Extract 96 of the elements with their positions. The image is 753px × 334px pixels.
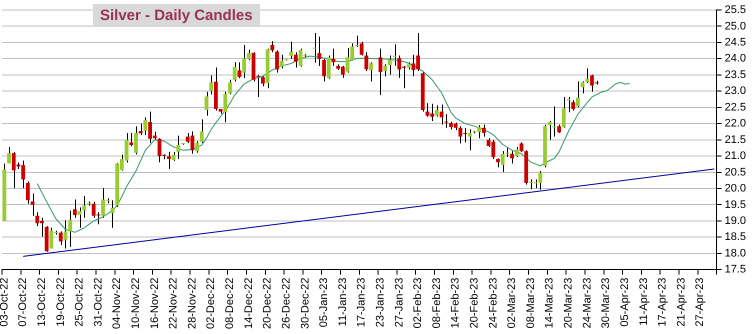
x-tick-label: 22-Nov-22 xyxy=(168,278,180,329)
candlestick xyxy=(200,118,204,144)
candlestick xyxy=(378,48,382,96)
candlestick xyxy=(482,124,486,138)
y-tick-label: 23.5 xyxy=(724,68,746,81)
candlestick xyxy=(369,62,373,82)
candlestick xyxy=(275,50,279,74)
y-tick-label: 19.5 xyxy=(724,198,746,211)
x-tick-label: 17-Apr-23 xyxy=(656,278,669,327)
x-tick-label: 16-Nov-22 xyxy=(148,278,161,329)
x-tick-label: 02-Feb-23 xyxy=(412,278,424,328)
candlestick xyxy=(434,104,439,118)
x-tick-label: 24-Mar-23 xyxy=(581,278,594,328)
y-tick-label: 21.5 xyxy=(724,134,746,146)
y-tick-label: 20.5 xyxy=(724,166,746,178)
y-tick-label: 25.0 xyxy=(724,20,746,32)
x-tick-label: 21-Apr-23 xyxy=(675,278,688,327)
x-tick-label: 14-Feb-23 xyxy=(450,278,462,328)
x-tick-label: 08-Mar-23 xyxy=(524,278,537,328)
candlestick xyxy=(332,48,336,66)
x-tick-label: 11-Jan-23 xyxy=(336,278,349,326)
candlestick xyxy=(110,200,114,228)
candlestick xyxy=(64,220,68,250)
candlestick xyxy=(166,151,171,170)
candlestick xyxy=(195,140,199,154)
x-tick-label: 08-Dec-22 xyxy=(224,278,236,329)
candlestick xyxy=(326,54,331,80)
x-tick-label: 27-Jan-23 xyxy=(393,278,406,328)
chart-title: Silver - Daily Candles xyxy=(93,4,260,27)
x-tick-label: 14-Mar-23 xyxy=(544,278,556,328)
candlestick xyxy=(68,210,72,248)
candlestick xyxy=(571,100,576,112)
candlestick xyxy=(134,126,138,155)
candlestick xyxy=(129,132,134,147)
candlestick xyxy=(176,135,180,160)
candlestick xyxy=(312,32,317,64)
candlestick xyxy=(510,150,514,164)
x-tick-label: 17-Jan-23 xyxy=(356,278,368,328)
y-tick-label: 25.5 xyxy=(724,4,746,16)
candlestick xyxy=(317,36,322,66)
candlestick xyxy=(322,58,326,82)
candlestick xyxy=(58,230,63,246)
x-tick-label: 14-Dec-22 xyxy=(242,278,255,329)
candlestick xyxy=(143,116,148,136)
candlestick xyxy=(7,146,11,164)
candlestick xyxy=(514,146,519,158)
x-tick-label: 02-Mar-23 xyxy=(506,278,518,328)
candlestick xyxy=(355,35,359,48)
x-tick-label: 27-Apr-23 xyxy=(694,278,706,327)
x-tick-label: 28-Nov-22 xyxy=(186,278,198,329)
y-tick-label: 18.0 xyxy=(724,247,746,260)
y-tick-label: 22.0 xyxy=(724,118,746,130)
x-tick-label: 26-Dec-22 xyxy=(280,278,292,329)
candlestick xyxy=(552,106,556,138)
candlestick xyxy=(238,62,242,79)
y-tick-label: 19.0 xyxy=(724,214,746,227)
x-tick-label: 04-Nov-22 xyxy=(111,278,124,329)
candlestick xyxy=(496,158,500,168)
candlestick xyxy=(72,199,77,218)
x-tick-label: 24-Feb-23 xyxy=(487,278,500,328)
candlestick xyxy=(242,44,246,79)
x-tick-label: 03-Oct-22 xyxy=(0,278,10,327)
y-tick-label: 24.5 xyxy=(724,36,746,48)
candlestick xyxy=(261,76,265,87)
candlestick xyxy=(289,41,294,60)
x-tick-label: 05-Jan-23 xyxy=(318,278,330,328)
x-tick-label: 05-Apr-23 xyxy=(618,278,631,327)
x-tick-label: 11-Apr-23 xyxy=(638,278,650,326)
x-tick-label: 19-Oct-22 xyxy=(54,278,67,327)
x-tick-label: 02-Dec-22 xyxy=(205,278,218,329)
y-tick-label: 24.0 xyxy=(724,52,746,65)
x-tick-label: 31-Oct-22 xyxy=(92,278,104,327)
candlestick xyxy=(232,62,237,82)
candlestick xyxy=(223,91,228,123)
candlestick xyxy=(209,75,214,95)
candlestick xyxy=(204,91,208,116)
x-tick-label: 20-Dec-22 xyxy=(262,278,274,329)
candlestick xyxy=(364,52,368,72)
x-tick-label: 13-Oct-22 xyxy=(36,278,48,327)
y-tick-label: 23.0 xyxy=(724,85,746,98)
x-tick-label: 23-Jan-23 xyxy=(374,278,386,328)
y-tick-label: 20.0 xyxy=(724,182,746,195)
x-tick-label: 20-Mar-23 xyxy=(562,278,575,328)
y-tick-label: 22.5 xyxy=(724,101,746,114)
candlestick xyxy=(138,123,143,136)
x-tick-label: 07-Oct-22 xyxy=(17,278,30,327)
y-tick-label: 18.5 xyxy=(724,231,746,244)
candlestick xyxy=(228,79,232,95)
x-tick-label: 08-Feb-23 xyxy=(430,278,443,328)
x-tick-label: 10-Nov-22 xyxy=(130,278,142,329)
x-tick-label: 25-Oct-22 xyxy=(74,278,86,327)
y-tick-label: 17.5 xyxy=(724,264,746,276)
y-tick-label: 21.0 xyxy=(724,150,746,162)
x-tick-label: 30-Mar-23 xyxy=(600,278,612,328)
x-tick-label: 30-Dec-22 xyxy=(299,278,312,329)
x-tick-label: 20-Feb-23 xyxy=(468,278,481,328)
